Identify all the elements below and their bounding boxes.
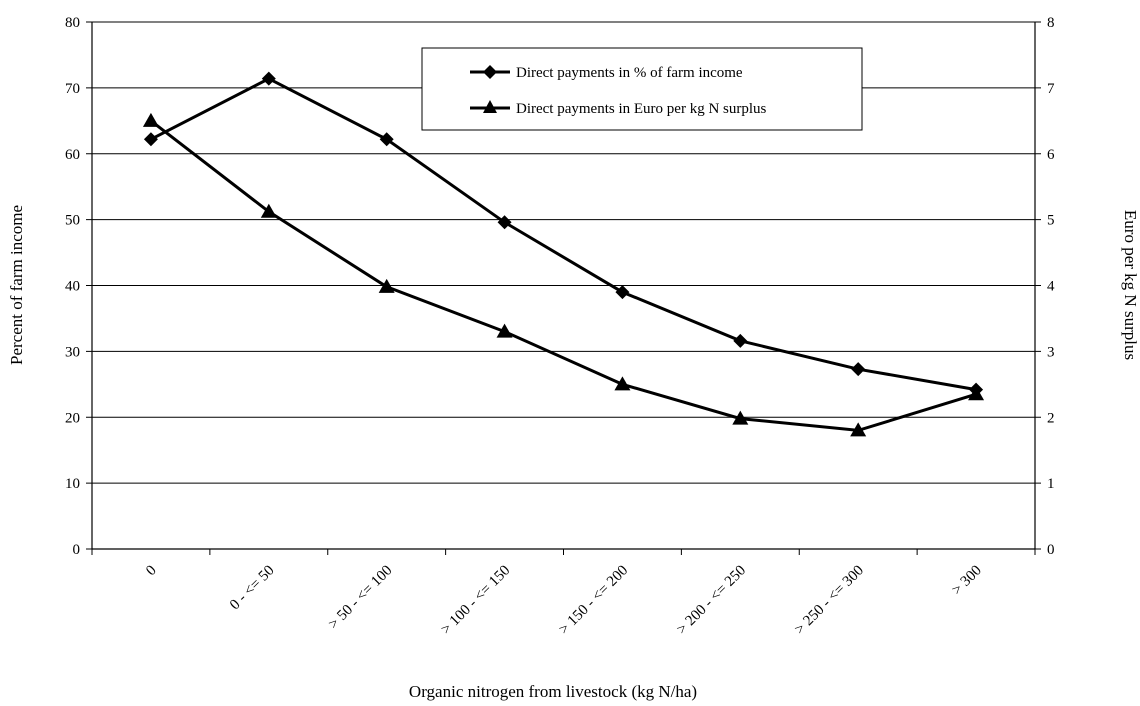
diamond-point	[261, 71, 276, 86]
series-line-0	[150, 77, 977, 392]
diamond-point	[143, 132, 158, 147]
diamond-point	[851, 362, 866, 377]
diamond-point	[615, 285, 630, 300]
triangle-point	[496, 323, 513, 338]
x-tick-label: 0	[143, 563, 160, 580]
y-tick-label: 30	[65, 344, 80, 360]
triangle-point	[260, 203, 277, 218]
y2-tick-label: 6	[1047, 147, 1055, 163]
diamond-point	[733, 333, 748, 348]
x-tick-label: > 250 - <= 300	[792, 563, 867, 638]
legend-marker-triangle	[483, 100, 497, 113]
triangle-point	[850, 422, 867, 437]
y-tick-label: 60	[65, 147, 80, 163]
y2-tick-label: 2	[1047, 410, 1055, 426]
y-tick-label: 40	[65, 279, 80, 295]
y-tick-label: 10	[65, 476, 80, 492]
y2-tick-label: 4	[1047, 279, 1055, 295]
legend-label-1: Direct payments in Euro per kg N surplus	[516, 101, 767, 117]
y-tick-label: 70	[65, 81, 80, 97]
series-line-1	[149, 119, 977, 432]
triangle-point	[378, 278, 395, 293]
legend-label-0: Direct payments in % of farm income	[516, 65, 743, 81]
y2-tick-label: 3	[1047, 344, 1055, 360]
triangle-point	[732, 410, 749, 425]
triangle-point	[614, 376, 631, 391]
triangle-point	[142, 112, 159, 127]
y-axis-title: Percent of farm income	[7, 205, 26, 365]
y-tick-label: 50	[65, 213, 80, 229]
diamond-point	[497, 215, 512, 230]
legend: Direct payments in % of farm income Dire…	[421, 47, 863, 131]
legend-marker-diamond	[483, 65, 497, 79]
x-tick-label: > 50 - <= 100	[326, 563, 396, 633]
x-tick-label: > 150 - <= 200	[556, 563, 631, 638]
y2-tick-label: 8	[1047, 15, 1055, 31]
series-group	[142, 71, 985, 437]
y2-axis-title: Euro per kg N surplus	[1121, 210, 1140, 360]
x-axis-title: Organic nitrogen from livestock (kg N/ha…	[409, 682, 697, 701]
y-tick-label: 80	[65, 15, 80, 31]
y2-tick-label: 5	[1047, 213, 1055, 229]
x-tick-label: 0 - <= 50	[227, 563, 278, 614]
y2-tick-label: 0	[1047, 542, 1055, 558]
y-tick-label: 20	[65, 410, 80, 426]
triangle-point	[968, 386, 985, 401]
diamond-point	[379, 132, 394, 147]
y-tick-label: 0	[73, 542, 81, 558]
x-tick-label: > 300	[949, 563, 985, 599]
x-tick-label: > 100 - <= 150	[438, 563, 513, 638]
x-tick-label: > 200 - <= 250	[674, 563, 749, 638]
y2-tick-label: 1	[1047, 476, 1055, 492]
y2-tick-label: 7	[1047, 81, 1055, 97]
legend-box	[421, 47, 863, 131]
